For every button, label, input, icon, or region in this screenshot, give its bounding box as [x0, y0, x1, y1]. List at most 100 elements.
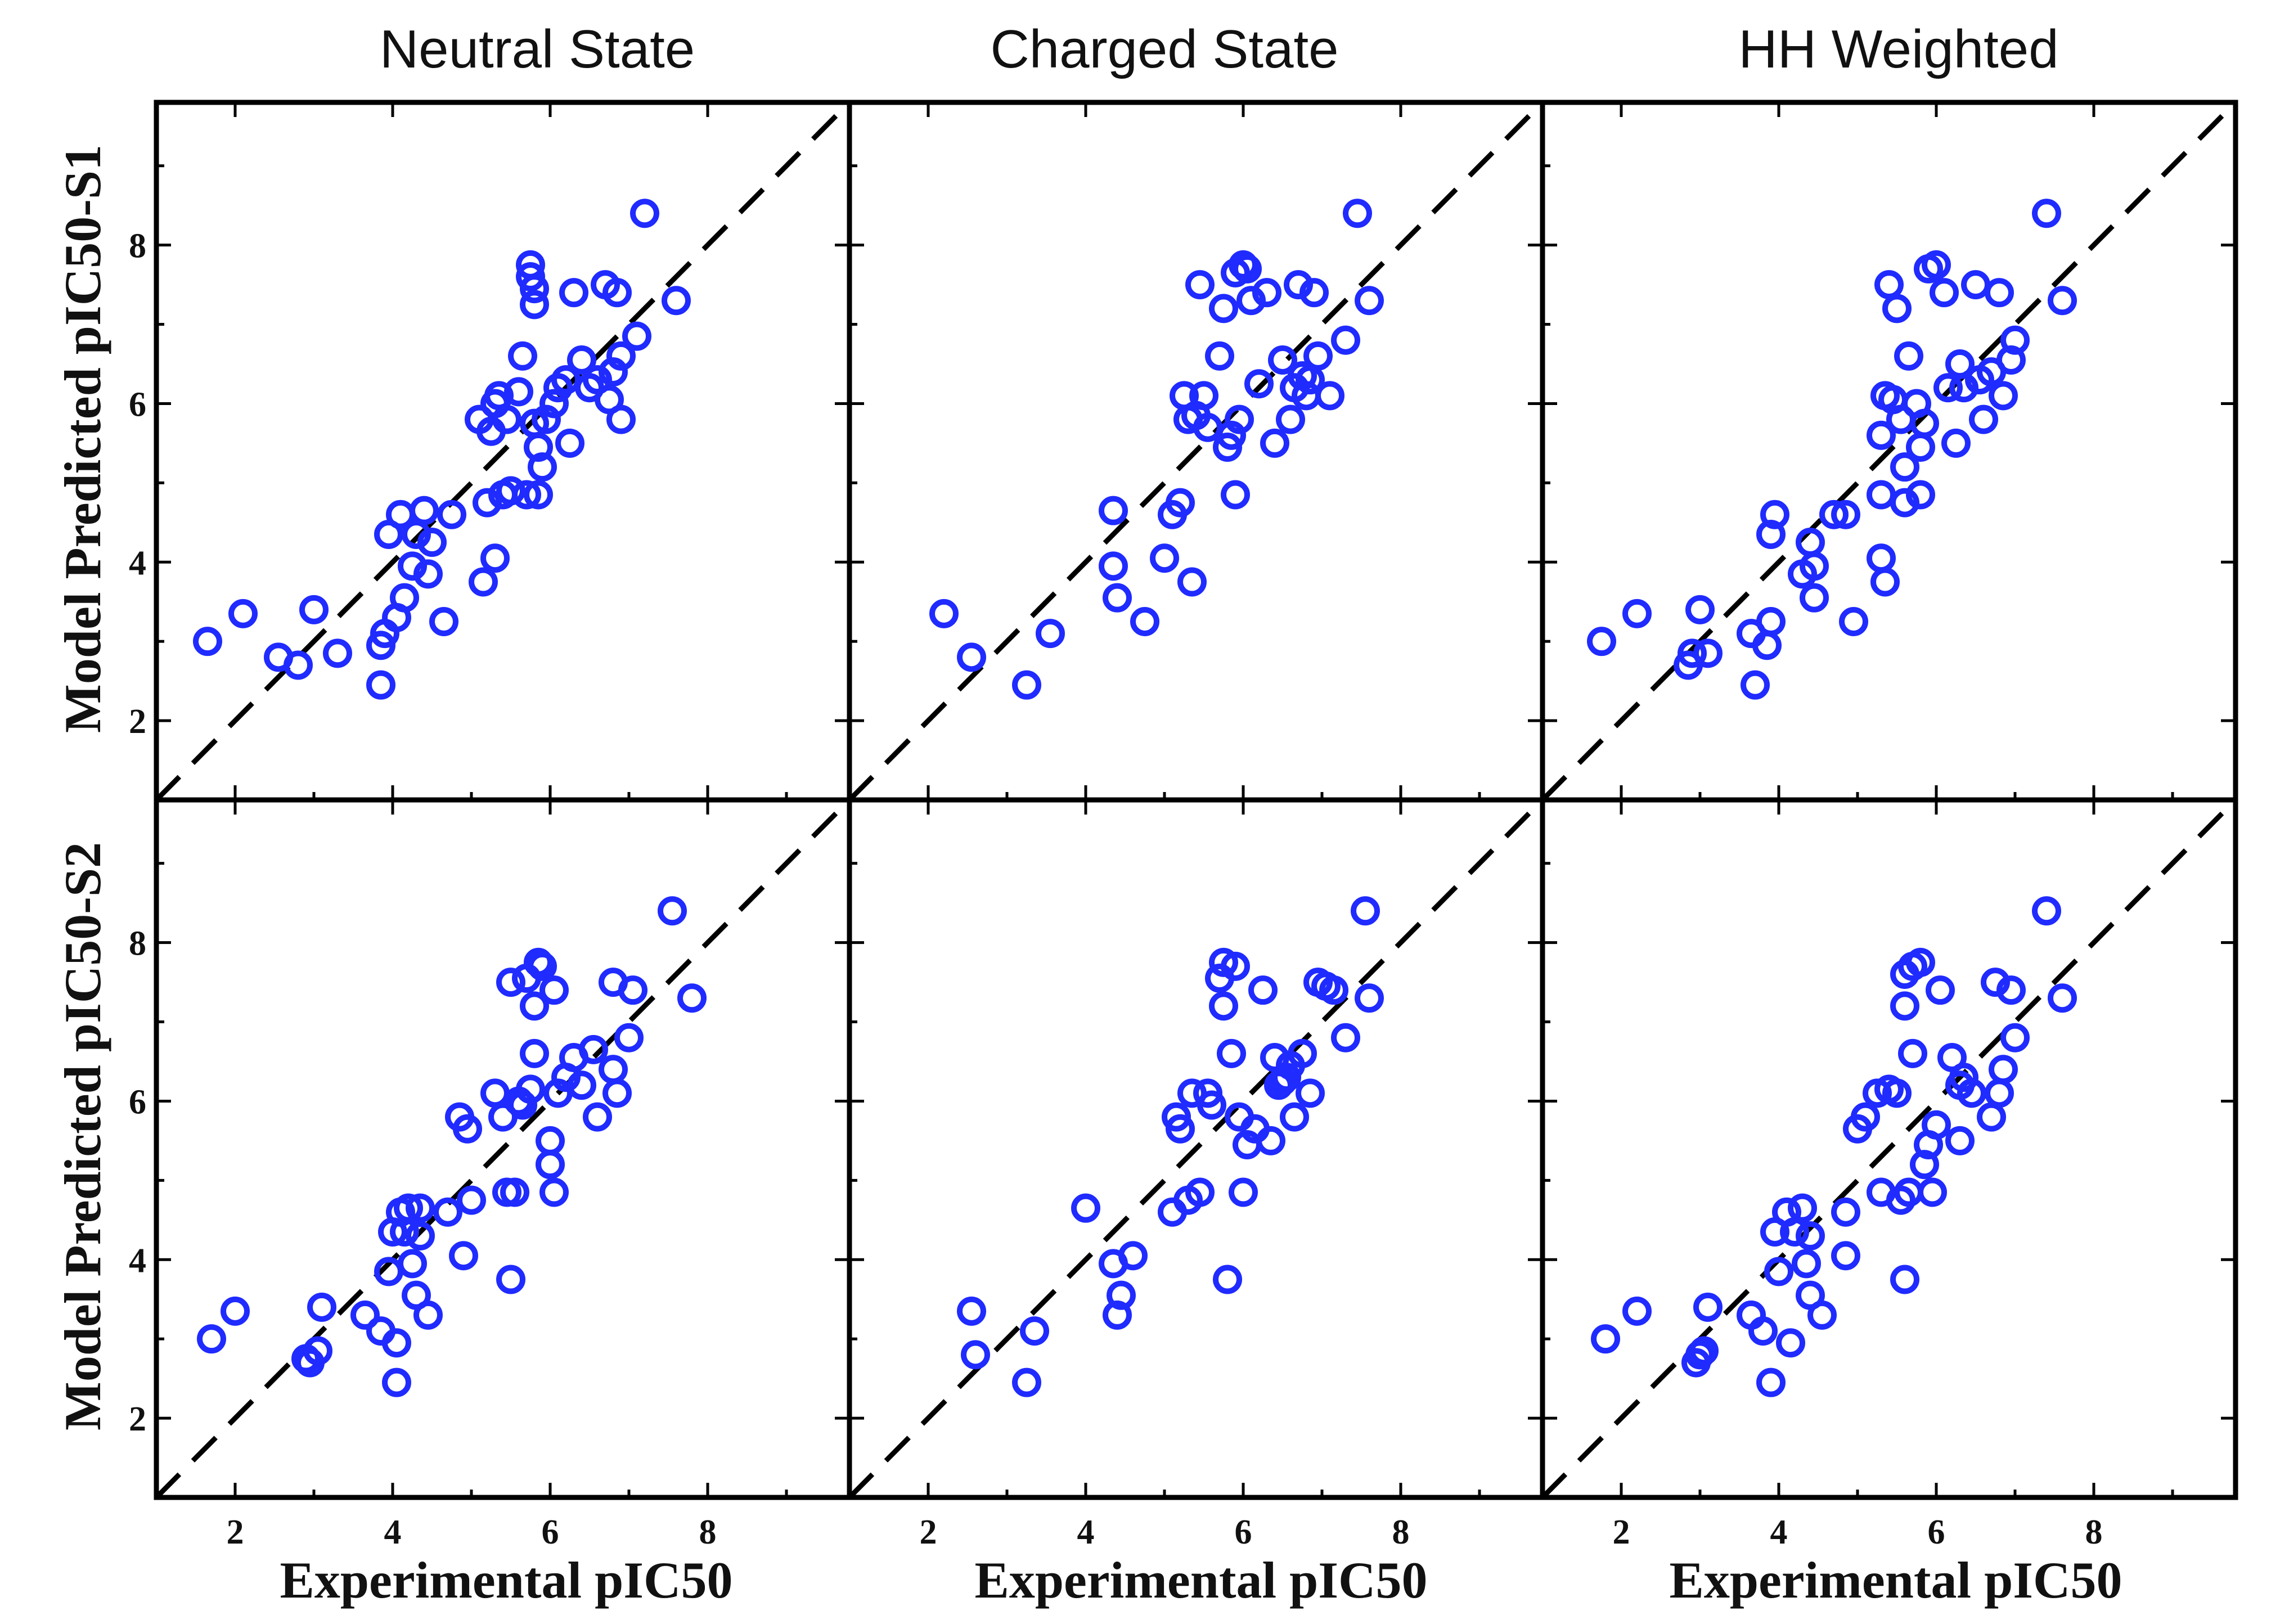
data-point [1756, 519, 1786, 549]
data-point [2032, 199, 2061, 228]
data-point [429, 606, 458, 636]
data-point [1906, 432, 1935, 462]
data-point [433, 1197, 462, 1227]
data-point [579, 1034, 608, 1064]
data-point [1189, 381, 1218, 411]
data-point [197, 1324, 226, 1354]
data-point [382, 1328, 411, 1358]
data-point [1622, 599, 1652, 628]
data-point [1760, 500, 1789, 529]
data-point [480, 1078, 510, 1108]
data-point [1331, 1023, 1360, 1052]
data-point [469, 567, 498, 597]
data-point [1213, 1265, 1242, 1294]
data-point [1343, 199, 1372, 228]
data-point [1355, 983, 1384, 1013]
data-point [662, 286, 691, 316]
data-point [193, 627, 222, 656]
data-point [394, 1193, 423, 1223]
data-point [417, 528, 447, 557]
data-point [1874, 270, 1904, 300]
data-point [1756, 606, 1786, 636]
data-point [961, 1340, 990, 1370]
data-point [1236, 286, 1266, 316]
data-point [413, 559, 443, 589]
data-point [1685, 1340, 1715, 1370]
data-point [622, 321, 651, 351]
data-point [307, 1292, 336, 1322]
y-tick-label: 4 [129, 1241, 146, 1280]
data-point [606, 404, 636, 434]
column-title-neutral: Neutral State [380, 19, 695, 79]
scatter-panel-2 [847, 100, 1545, 803]
data-point [366, 670, 395, 700]
data-point [1867, 543, 1896, 573]
data-point [1949, 1063, 1978, 1092]
data-point [382, 1367, 411, 1397]
data-point [303, 1336, 332, 1366]
data-point [350, 1300, 380, 1330]
data-point [1225, 404, 1254, 434]
data-point [437, 500, 466, 529]
data-point [606, 341, 636, 371]
data-point [1926, 975, 1955, 1005]
panel-plot-area [156, 800, 849, 1497]
data-point [1981, 968, 2010, 997]
data-point [520, 274, 549, 304]
data-point [1867, 480, 1896, 510]
data-point [602, 1078, 632, 1108]
data-point [567, 1070, 596, 1100]
data-point [2032, 896, 2061, 926]
data-point [1756, 1367, 1786, 1397]
data-point [1788, 1193, 1817, 1223]
data-point [1130, 606, 1159, 636]
data-point [1870, 567, 1900, 597]
data-point [1020, 1316, 1049, 1346]
data-point [1622, 1296, 1652, 1326]
data-point [1930, 278, 1959, 308]
data-point [512, 480, 541, 510]
data-point [1197, 1090, 1226, 1120]
data-point [449, 1241, 478, 1271]
x-tick-label: 6 [1928, 1513, 1945, 1551]
data-point [1185, 1177, 1215, 1207]
x-tick-label: 4 [1077, 1513, 1095, 1551]
data-point [599, 1055, 628, 1085]
data-point [957, 642, 986, 672]
data-point [398, 1249, 427, 1279]
y-tick-label: 6 [129, 1083, 146, 1121]
data-point [1957, 1078, 1986, 1108]
data-point [520, 991, 549, 1021]
data-point [1587, 627, 1616, 656]
data-point [1099, 496, 1128, 525]
y-tick-label: 2 [129, 1400, 146, 1438]
data-point [1252, 278, 1281, 308]
data-point [406, 1221, 435, 1250]
data-point [508, 341, 537, 371]
data-point [1989, 1055, 2018, 1085]
y-tick-label: 8 [129, 925, 146, 963]
data-point [1299, 278, 1329, 308]
reference-line [156, 102, 849, 800]
data-point [1906, 947, 1935, 977]
data-point [1685, 595, 1715, 624]
data-point [1071, 1193, 1100, 1223]
data-point [1918, 1177, 1947, 1207]
panel-plot-area [1543, 102, 2236, 800]
panel-plot-area [1543, 800, 2236, 1497]
x-tick-label: 4 [384, 1513, 402, 1551]
data-point [1989, 381, 2018, 411]
scatter-panel-3 [1540, 100, 2238, 803]
data-point [539, 975, 569, 1005]
data-point [1319, 975, 1348, 1005]
data-point [1591, 1324, 1620, 1354]
data-point [1185, 270, 1215, 300]
xlabel-col1: Experimental pIC50 [280, 1551, 733, 1609]
data-point [1107, 1280, 1136, 1310]
data-point [1221, 480, 1250, 510]
x-tick-label: 2 [227, 1513, 244, 1551]
data-point [524, 947, 553, 977]
data-point [1351, 896, 1380, 926]
data-point [1851, 1102, 1880, 1132]
